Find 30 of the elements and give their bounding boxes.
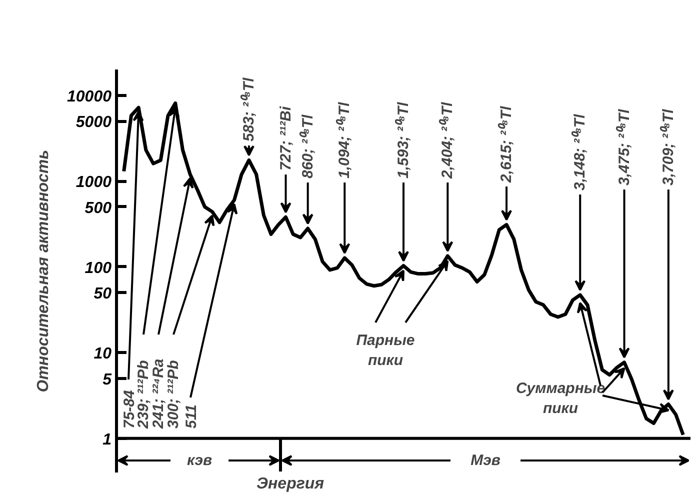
y-tick-label: 5000 <box>76 114 112 132</box>
annotation: 241; ²²⁴Ra <box>150 358 167 430</box>
y-tick-label: 100 <box>84 260 112 277</box>
annotation: 727; ²¹²Bi <box>277 105 294 170</box>
annotation: 2,615; ²⁰⁸Tl <box>497 105 516 184</box>
y-tick-label: 1000 <box>76 174 112 192</box>
y-axis-title: Относительная активность <box>35 150 52 392</box>
annotation: 583; ²⁰⁸Tl <box>239 76 258 142</box>
y-tick-label: 5 <box>102 371 113 388</box>
annotation: 511 <box>183 404 200 428</box>
annotation: 239; ²¹²Pb <box>135 360 152 430</box>
y-tick-label: 10000 <box>67 88 112 106</box>
annotation: 3,709; ²⁰⁸Tl <box>658 108 677 186</box>
y-tick-label: 10 <box>94 346 112 363</box>
annotation: 1,593; ²⁰⁸Tl <box>394 101 412 178</box>
y-tick-label: 1 <box>102 431 112 448</box>
annotation: Суммарные пики <box>516 380 606 418</box>
annotation: 860; ²⁰⁸Tl <box>298 114 316 178</box>
annotation: Парные пики <box>356 332 415 370</box>
x-axis-title: Энергия <box>256 476 325 492</box>
annotation: Мэв <box>470 452 500 469</box>
y-tick-label: 50 <box>94 286 112 303</box>
annotation: 3,475; ²⁰⁸Tl <box>614 108 633 186</box>
annotation: 2,404; ²⁰⁸Tl <box>438 101 456 180</box>
annotation: 1,094; ²⁰⁸Tl <box>335 101 354 178</box>
y-tick-label: 500 <box>84 200 112 217</box>
annotation: 300; ²¹²Pb <box>165 360 182 428</box>
annotation: 3,148; ²⁰⁸Tl <box>570 113 589 190</box>
annotation: кэв <box>186 452 212 469</box>
annotation: 75-84 <box>121 389 138 428</box>
